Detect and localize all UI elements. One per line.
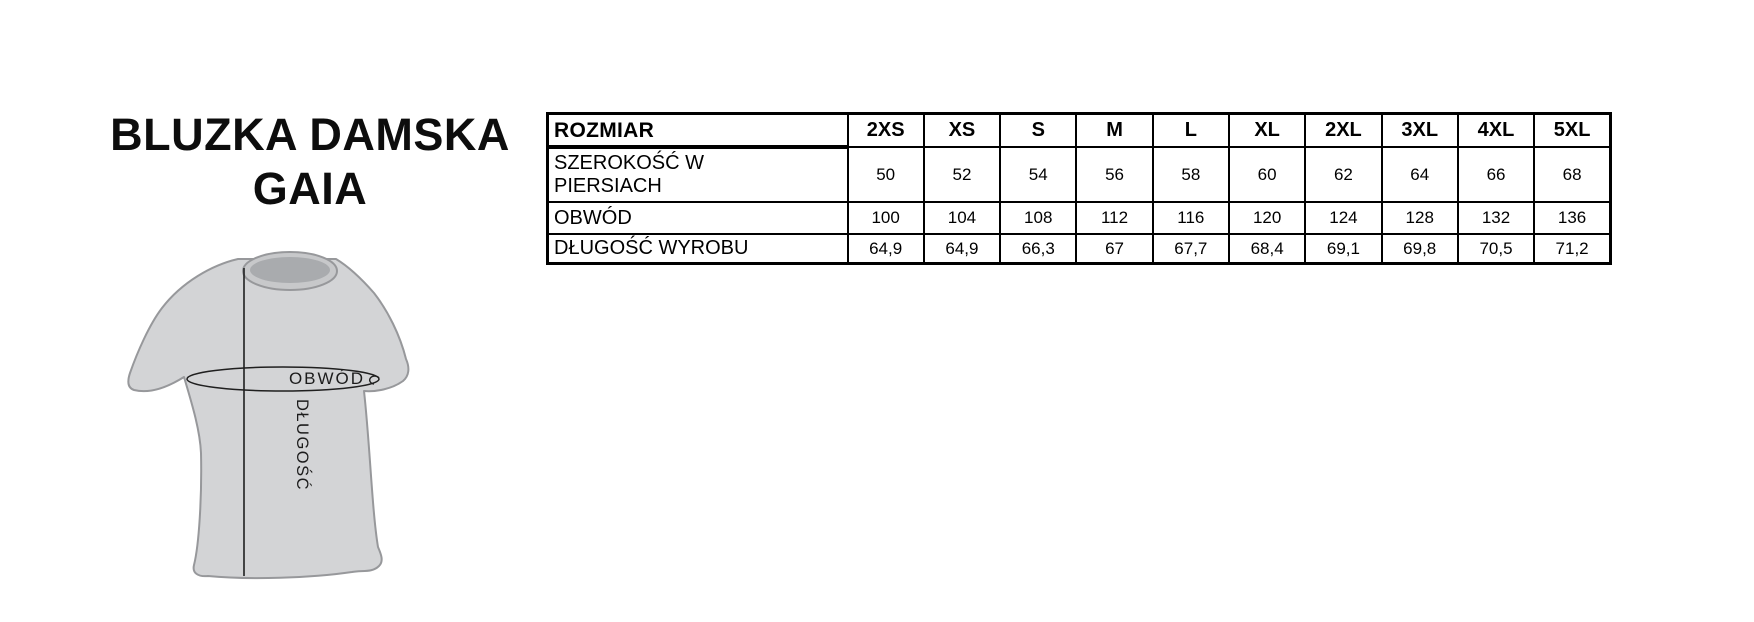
row-label-cell: OBWÓD xyxy=(546,201,849,235)
value-cell: 71,2 xyxy=(1533,233,1612,265)
circumference-curl xyxy=(369,375,380,385)
value-cell: 64 xyxy=(1380,146,1459,203)
value-cell: 116 xyxy=(1151,201,1230,235)
value-cell: 52 xyxy=(922,146,1002,203)
size-header-cell: 3XL xyxy=(1380,112,1459,148)
value-cell: 128 xyxy=(1380,201,1459,235)
row-label-cell: SZEROKOŚĆ W PIERSIACH xyxy=(546,146,849,203)
size-header-cell: L xyxy=(1151,112,1230,148)
table-row: OBWÓD 100 104 108 112 116 120 124 128 132 136 xyxy=(546,201,1612,235)
value-cell: 67 xyxy=(1075,233,1154,265)
size-header-cell: 4XL xyxy=(1456,112,1536,148)
value-cell: 70,5 xyxy=(1456,233,1536,265)
size-header-cell: XL xyxy=(1227,112,1307,148)
table-header-row: ROZMIAR 2XS XS S M L XL 2XL 3XL 4XL 5XL xyxy=(546,112,1612,149)
size-table: ROZMIAR 2XS XS S M L XL 2XL 3XL 4XL 5XL SZEROKOŚĆ W… xyxy=(546,112,1612,265)
size-header-cell: 2XL xyxy=(1304,112,1383,148)
shirt-diagram: OBWÓD DŁUGOŚĆ xyxy=(127,251,410,580)
page-title-line2: GAIA xyxy=(252,163,368,214)
header-label-cell: ROZMIAR xyxy=(546,112,849,149)
value-cell: 66,3 xyxy=(999,233,1078,265)
value-cell: 54 xyxy=(999,146,1078,203)
size-header-cell: 2XS xyxy=(846,112,925,148)
value-cell: 69,1 xyxy=(1304,233,1383,265)
value-cell: 124 xyxy=(1304,201,1383,235)
value-cell: 69,8 xyxy=(1380,233,1459,265)
length-label: DŁUGOŚĆ xyxy=(293,399,312,491)
table-row: DŁUGOŚĆ WYROBU 64,9 64,9 66,3 67 67,7 68,4 69,1… xyxy=(546,233,1612,265)
shirt-body xyxy=(127,258,410,580)
value-cell: 104 xyxy=(922,201,1002,235)
page-title-line1: BLUZKA DAMSKA xyxy=(110,109,510,160)
table-row: SZEROKOŚĆ W PIERSIACH 50 52 54 56 58 60 62 64 66 6… xyxy=(546,146,1612,203)
value-cell: 68 xyxy=(1533,146,1612,203)
value-cell: 67,7 xyxy=(1151,233,1230,265)
value-cell: 66 xyxy=(1456,146,1536,203)
size-header-cell: M xyxy=(1075,112,1154,148)
collar-inner xyxy=(250,257,330,283)
value-cell: 120 xyxy=(1227,201,1307,235)
value-cell: 112 xyxy=(1075,201,1154,235)
value-cell: 62 xyxy=(1304,146,1383,203)
value-cell: 64,9 xyxy=(846,233,925,265)
size-header-cell: XS xyxy=(922,112,1002,148)
row-label-cell: DŁUGOŚĆ WYROBU xyxy=(546,233,849,265)
value-cell: 58 xyxy=(1151,146,1230,203)
value-cell: 68,4 xyxy=(1227,233,1307,265)
page-title: BLUZKA DAMSKA GAIA xyxy=(105,108,515,216)
size-header-cell: 5XL xyxy=(1533,112,1612,148)
circumference-ellipse xyxy=(186,366,380,392)
value-cell: 50 xyxy=(846,146,925,203)
circumference-label: OBWÓD xyxy=(289,369,365,388)
value-cell: 60 xyxy=(1227,146,1307,203)
value-cell: 108 xyxy=(999,201,1078,235)
value-cell: 136 xyxy=(1533,201,1612,235)
size-header-cell: S xyxy=(999,112,1078,148)
value-cell: 100 xyxy=(846,201,925,235)
value-cell: 56 xyxy=(1075,146,1154,203)
value-cell: 132 xyxy=(1456,201,1536,235)
value-cell: 64,9 xyxy=(922,233,1002,265)
